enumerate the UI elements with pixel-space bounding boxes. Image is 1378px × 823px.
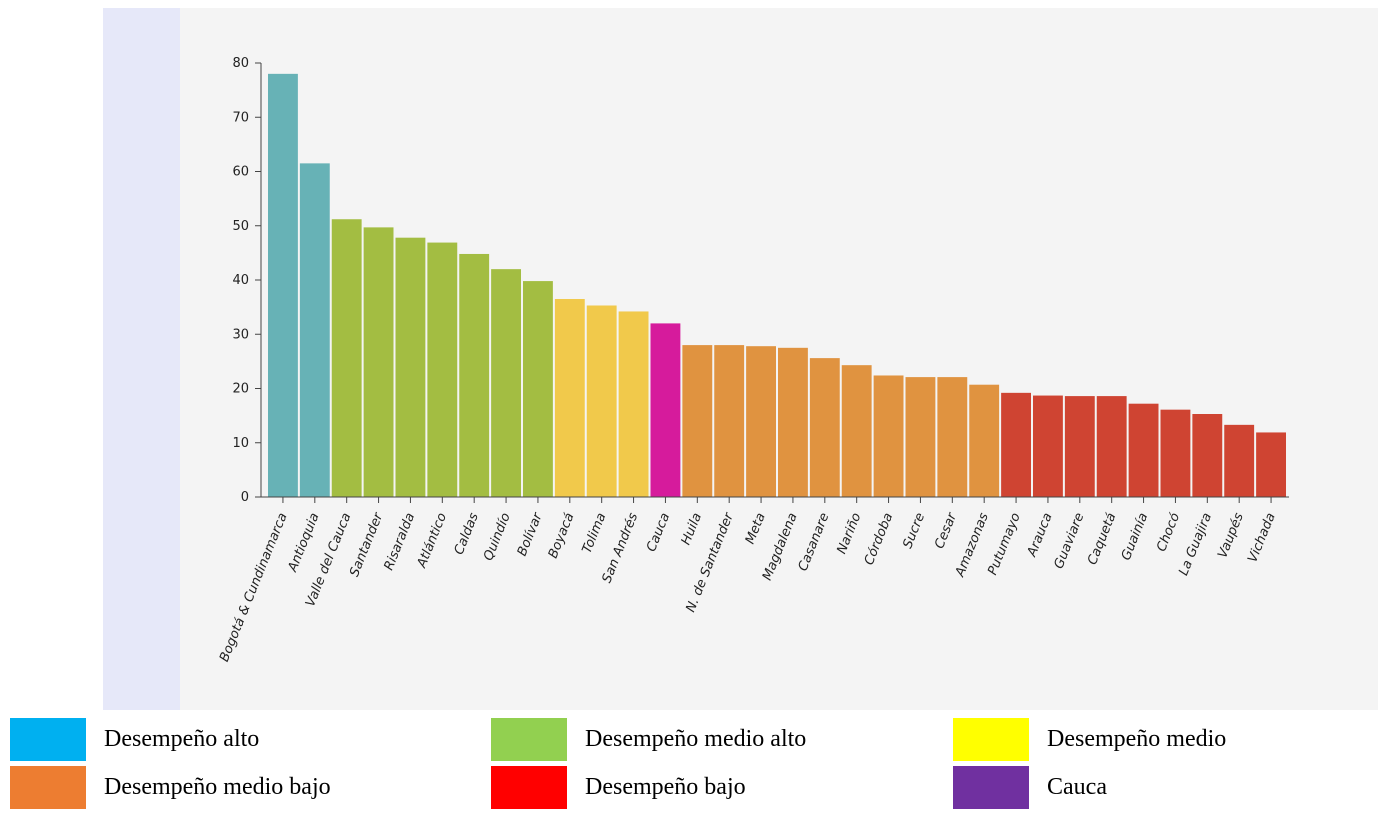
bar <box>1128 403 1159 497</box>
x-tick-label: Sucre <box>900 511 928 551</box>
y-tick-label: 50 <box>232 219 249 234</box>
x-tick-label: Huila <box>679 511 705 547</box>
x-tick-label: Guaviare <box>1052 511 1088 571</box>
bar <box>459 253 490 497</box>
bar <box>1256 432 1286 497</box>
legend-label-medio-alto: Desempeño medio alto <box>585 726 807 752</box>
bar <box>427 242 458 497</box>
legend-swatch-medio-bajo <box>10 766 86 809</box>
legend-item-bajo: Desempeño bajo <box>491 766 746 809</box>
bar <box>841 365 872 497</box>
bar <box>778 347 808 497</box>
x-tick-label: Bogotá & Cundinamarca <box>217 511 291 664</box>
side-strip <box>103 8 180 710</box>
bar <box>491 269 521 497</box>
x-tick-label: Boyacá <box>546 511 578 561</box>
bar <box>873 375 904 497</box>
legend-label-bajo: Desempeño bajo <box>585 774 746 800</box>
bar <box>1160 409 1191 497</box>
y-tick-label: 60 <box>232 165 249 180</box>
bar <box>395 237 426 497</box>
x-tick-label: Bolívar <box>515 509 546 558</box>
bar <box>809 358 840 497</box>
legend-swatch-medio <box>953 718 1029 761</box>
bar-chart: 0 10 20 30 40 50 60 70 80 Bogotá & CundinamarcaAn… <box>217 56 1289 664</box>
y-tick-label: 80 <box>232 56 249 71</box>
bar <box>1096 396 1127 497</box>
bar <box>1033 395 1063 497</box>
legend-swatch-alto <box>10 718 86 761</box>
x-tick-label: Cesar <box>932 509 960 551</box>
x-tick-label: Antioquia <box>285 511 322 575</box>
legend-item-alto: Desempeño alto <box>10 718 259 761</box>
legend-swatch-medio-alto <box>491 718 567 761</box>
bar <box>969 384 1000 497</box>
bar <box>554 298 585 497</box>
y-tick-label: 40 <box>232 273 249 288</box>
bar <box>331 219 362 498</box>
x-tick-label: Tolima <box>580 511 610 556</box>
legend-label-medio-bajo: Desempeño medio bajo <box>104 774 331 800</box>
bar <box>746 346 776 497</box>
legend-label-alto: Desempeño alto <box>104 726 260 752</box>
x-tick-label: Chocó <box>1154 511 1183 554</box>
bar <box>937 377 968 497</box>
bar <box>586 305 617 497</box>
y-tick-label: 70 <box>232 110 249 125</box>
bar <box>682 345 713 497</box>
bar <box>1001 392 1031 497</box>
x-tick-label: Risaralda <box>382 511 419 573</box>
legend-item-cauca: Cauca <box>953 766 1107 809</box>
legend-item-medio: Desempeño medio <box>953 718 1226 761</box>
x-tick-label: Atlántico <box>414 511 450 571</box>
x-tick-label: La Guajira <box>1176 511 1215 578</box>
bar <box>363 227 394 497</box>
bar <box>268 73 298 497</box>
bar <box>1192 413 1223 497</box>
y-tick-label: 30 <box>232 327 249 342</box>
x-tick-label: Vaupés <box>1215 511 1247 561</box>
legend-swatch-cauca <box>953 766 1029 809</box>
x-tick-label: Santander <box>347 509 387 579</box>
legend-item-medio-bajo: Desempeño medio bajo <box>10 766 331 809</box>
legend-label-cauca: Cauca <box>1047 774 1107 800</box>
y-tick-label: 20 <box>232 382 249 397</box>
bar <box>618 311 649 497</box>
x-tick-label: Cauca <box>644 511 673 554</box>
x-tick-label: Putumayo <box>985 511 1024 578</box>
x-tick-label: Córdoba <box>862 511 896 567</box>
bar <box>523 281 553 497</box>
legend: Desempeño alto Desempeño medio alto Dese… <box>0 718 1378 823</box>
bar <box>650 323 681 497</box>
x-tick-label: Caldas <box>452 511 482 557</box>
x-tick-label: Vichada <box>1245 511 1278 565</box>
x-tick-label: Nariño <box>834 511 864 556</box>
bar <box>905 377 936 497</box>
bar <box>714 345 745 497</box>
x-tick-label: Caquetá <box>1085 511 1119 567</box>
legend-item-medio-alto: Desempeño medio alto <box>491 718 806 761</box>
x-tick-label: Guainía <box>1119 511 1152 563</box>
legend-swatch-bajo <box>491 766 567 809</box>
bar <box>1224 424 1255 497</box>
bar <box>1064 396 1095 497</box>
x-tick-label: Casanare <box>796 511 833 573</box>
y-tick-label: 10 <box>232 436 249 451</box>
x-tick-label: Quindío <box>481 511 514 563</box>
legend-label-medio: Desempeño medio <box>1047 726 1227 752</box>
bar <box>299 163 330 498</box>
x-tick-label: Arauca <box>1024 511 1055 560</box>
x-tick-label: Meta <box>743 511 769 547</box>
y-tick-label: 0 <box>241 490 249 505</box>
